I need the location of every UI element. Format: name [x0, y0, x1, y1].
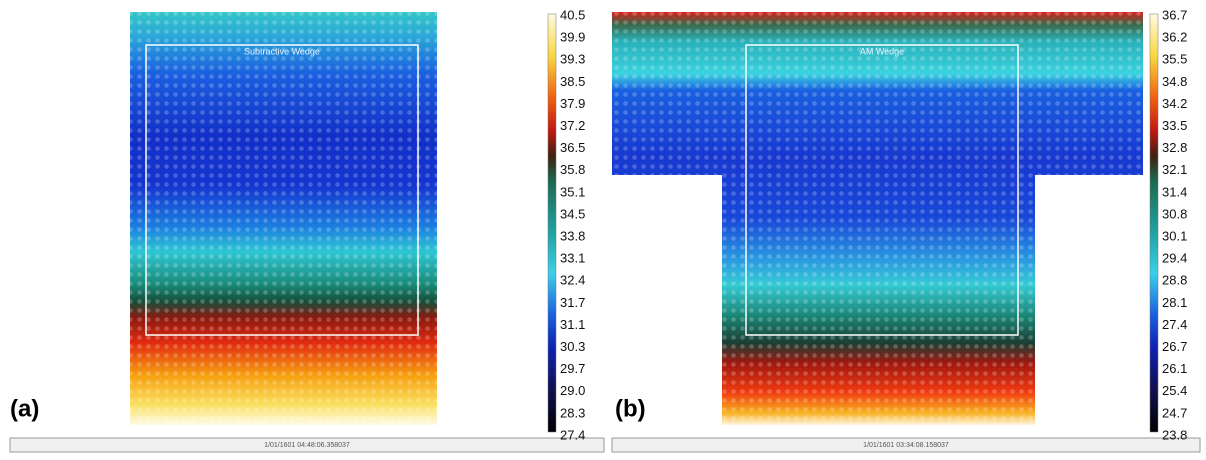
- colorbar-label: 35.1: [560, 184, 585, 199]
- colorbar-label: 31.1: [560, 317, 585, 332]
- colorbar-label: 29.0: [560, 383, 585, 398]
- texture: [612, 12, 1143, 425]
- timestamp: 1/01/1601 04:48:06.358037: [264, 442, 350, 449]
- roi-box: [745, 44, 1019, 336]
- colorbar-label: 34.8: [1162, 74, 1187, 89]
- roi-box: [145, 44, 419, 336]
- colorbar: [547, 13, 557, 433]
- colorbar-label: 36.5: [560, 140, 585, 155]
- colorbar-label: 30.3: [560, 339, 585, 354]
- panel-a: Subtractive Wedge (a) 1/01/1601 04:48:06…: [9, 12, 605, 453]
- colorbar-label: 29.7: [560, 361, 585, 376]
- colorbar-label: 36.2: [1162, 30, 1187, 45]
- status-bar: [611, 437, 1201, 453]
- colorbar-label: 35.5: [1162, 52, 1187, 67]
- timestamp: 1/01/1601 03:34:08.158037: [863, 442, 949, 449]
- status-bar: [9, 437, 605, 453]
- colorbar-label: 24.7: [1162, 405, 1187, 420]
- colorbar-label: 27.4: [560, 427, 585, 442]
- colorbar-label: 30.1: [1162, 228, 1187, 243]
- colorbar-label: 36.7: [1162, 7, 1187, 22]
- colorbar-label: 39.3: [560, 52, 585, 67]
- panel-label: (b): [615, 395, 646, 422]
- colorbar-label: 35.8: [560, 162, 585, 177]
- colorbar-label: 30.8: [1162, 206, 1187, 221]
- texture: [130, 12, 437, 425]
- colorbar-label: 31.7: [560, 295, 585, 310]
- colorbar-label: 31.4: [1162, 184, 1187, 199]
- colorbar-label: 37.9: [560, 96, 585, 111]
- colorbar-label: 32.1: [1162, 162, 1187, 177]
- colorbar-label: 26.1: [1162, 361, 1187, 376]
- colorbar-label: 28.3: [560, 405, 585, 420]
- colorbar-label: 32.8: [1162, 140, 1187, 155]
- colorbar-label: 26.7: [1162, 339, 1187, 354]
- colorbar-label: 33.8: [560, 228, 585, 243]
- colorbar-label: 38.5: [560, 74, 585, 89]
- colorbar-label: 32.4: [560, 273, 585, 288]
- colorbar-label: 23.8: [1162, 427, 1187, 442]
- panel-b: AM Wedge (b) 1/01/1601 03:34:08.158037: [611, 12, 1201, 453]
- colorbar: [1149, 13, 1159, 433]
- colorbar-label: 33.1: [560, 251, 585, 266]
- colorbar-label: 27.4: [1162, 317, 1187, 332]
- colorbar-label: 28.1: [1162, 295, 1187, 310]
- overlay-text: Subtractive Wedge: [244, 46, 320, 56]
- colorbar-label: 28.8: [1162, 273, 1187, 288]
- colorbar-label: 37.2: [560, 118, 585, 133]
- colorbar-label: 34.5: [560, 206, 585, 221]
- colorbar-label: 40.5: [560, 7, 585, 22]
- overlay-text: AM Wedge: [860, 46, 904, 56]
- colorbar-label: 34.2: [1162, 96, 1187, 111]
- colorbar-label: 25.4: [1162, 383, 1187, 398]
- colorbar-label: 29.4: [1162, 251, 1187, 266]
- colorbar-label: 39.9: [560, 30, 585, 45]
- colorbar-label: 33.5: [1162, 118, 1187, 133]
- panel-label: (a): [10, 395, 39, 422]
